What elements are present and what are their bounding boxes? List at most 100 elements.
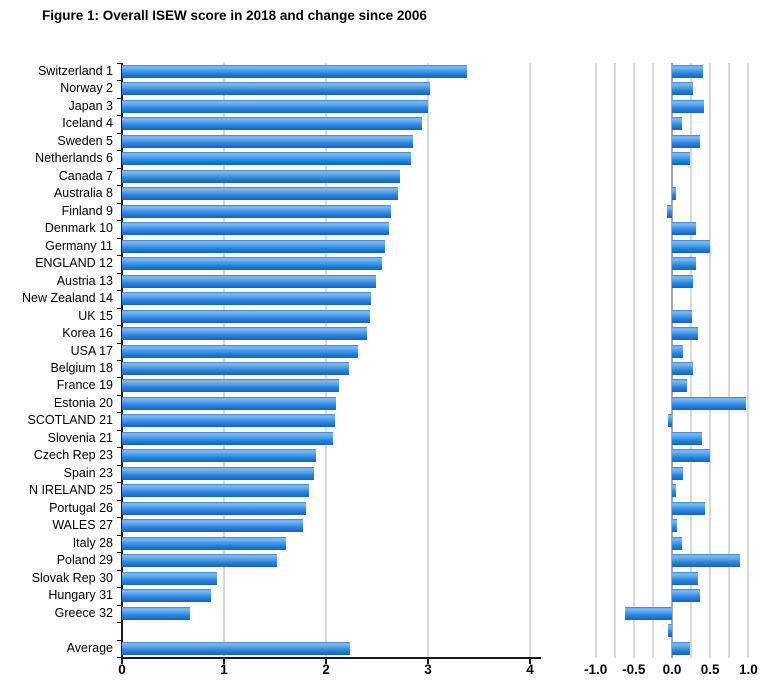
- score-bar: [122, 257, 383, 271]
- score-bar: [122, 274, 376, 288]
- left-axis-tick-label: 2: [322, 662, 330, 677]
- category-axis-tick: [117, 132, 122, 134]
- category-axis-tick: [117, 394, 122, 396]
- change-bar: [672, 134, 701, 148]
- change-bar: [672, 274, 694, 288]
- category-label: New Zealand 14: [21, 291, 113, 306]
- left-axis-tick: [325, 659, 327, 664]
- category-axis-tick: [117, 63, 122, 64]
- right-axis-tick-label: -0.5: [622, 662, 646, 677]
- category-axis-tick: [117, 272, 122, 274]
- change-bar: [672, 309, 692, 323]
- category-axis-tick: [117, 534, 122, 536]
- change-bar: [668, 414, 672, 428]
- right-axis-tick-label: 0.5: [700, 662, 720, 677]
- change-bar: [672, 82, 694, 96]
- category-axis-tick: [117, 639, 122, 641]
- category-axis-tick: [117, 97, 122, 99]
- change-bar: [672, 99, 705, 113]
- right-gridline: [690, 63, 693, 658]
- category-label: USA 17: [70, 343, 113, 358]
- category-label: Estonia 20: [53, 395, 113, 410]
- category-axis-tick: [117, 150, 122, 152]
- score-bar: [122, 466, 314, 480]
- left-axis-tick-label: 4: [526, 662, 534, 677]
- change-bar: [672, 466, 684, 480]
- score-bar: [122, 292, 371, 306]
- right-gridline: [594, 63, 597, 658]
- category-label: Slovenia 21: [47, 430, 113, 445]
- category-label: N IRELAND 25: [28, 483, 113, 498]
- right-axis-tick-label: 1.0: [739, 662, 758, 677]
- left-axis-tick-label: 1: [220, 662, 228, 677]
- change-bar: [672, 519, 678, 533]
- category-axis-tick: [117, 290, 122, 292]
- change-bar: [672, 396, 747, 410]
- category-axis-tick: [117, 604, 122, 606]
- category-label: Spain 23: [63, 465, 113, 480]
- category-label: ENGLAND 12: [35, 256, 113, 271]
- category-axis-tick: [117, 255, 122, 257]
- category-label: SCOTLAND 21: [27, 413, 113, 428]
- change-bar: [672, 449, 711, 463]
- category-axis-tick: [117, 552, 122, 554]
- change-bar: [672, 239, 711, 253]
- score-bar: [122, 239, 386, 253]
- score-bar: [122, 501, 306, 515]
- score-bar: [122, 82, 431, 96]
- category-label: France 19: [56, 378, 113, 393]
- change-bar: [672, 222, 696, 236]
- category-label: Belgium 18: [50, 360, 113, 375]
- category-label: Denmark 10: [44, 221, 113, 236]
- category-label: Average: [66, 640, 113, 655]
- category-label: Czech Rep 23: [33, 448, 113, 463]
- category-label: Canada 7: [58, 168, 113, 183]
- left-axis-tick: [529, 659, 531, 664]
- score-bar: [122, 169, 401, 183]
- change-bar: [672, 554, 740, 568]
- category-axis-tick: [117, 202, 122, 204]
- left-axis-tick: [427, 659, 429, 664]
- category-label: Norway 2: [60, 81, 113, 96]
- right-gridline: [632, 63, 635, 658]
- category-axis-tick: [117, 220, 122, 222]
- left-bottom-axis: [121, 657, 541, 659]
- category-axis-tick: [117, 622, 122, 624]
- score-bar: [122, 414, 336, 428]
- left-axis-tick: [121, 659, 123, 664]
- change-bar: [625, 606, 672, 620]
- category-axis-tick: [117, 587, 122, 589]
- change-bar: [672, 152, 690, 166]
- score-bar: [122, 117, 422, 131]
- figure-title: Figure 1: Overall ISEW score in 2018 and…: [42, 8, 427, 23]
- category-label: Germany 11: [45, 238, 113, 253]
- right-gridline: [709, 63, 712, 658]
- category-label: Italy 28: [72, 535, 113, 550]
- category-label: Austria 13: [56, 273, 113, 288]
- category-axis-tick: [117, 464, 122, 466]
- category-axis-tick: [117, 342, 122, 344]
- left-gridline: [223, 63, 225, 658]
- category-axis-tick: [117, 115, 122, 117]
- right-zero-line: [671, 63, 673, 658]
- change-bar: [672, 501, 705, 515]
- right-gridline: [651, 63, 654, 658]
- category-label: Netherlands 6: [35, 151, 113, 166]
- category-axis-tick: [117, 167, 122, 169]
- score-bar: [122, 99, 428, 113]
- category-axis-tick: [117, 447, 122, 449]
- left-gridline: [529, 63, 531, 658]
- category-axis-tick: [117, 185, 122, 187]
- score-bar: [122, 152, 411, 166]
- score-bar: [122, 344, 358, 358]
- score-bar: [122, 536, 287, 550]
- change-bar: [672, 257, 697, 271]
- change-bar: [672, 536, 682, 550]
- category-label: Poland 29: [56, 553, 113, 568]
- change-bar: [668, 624, 672, 638]
- category-label: Korea 16: [62, 326, 113, 341]
- right-gridline: [728, 63, 731, 658]
- change-bar: [672, 431, 702, 445]
- score-bar: [122, 204, 392, 218]
